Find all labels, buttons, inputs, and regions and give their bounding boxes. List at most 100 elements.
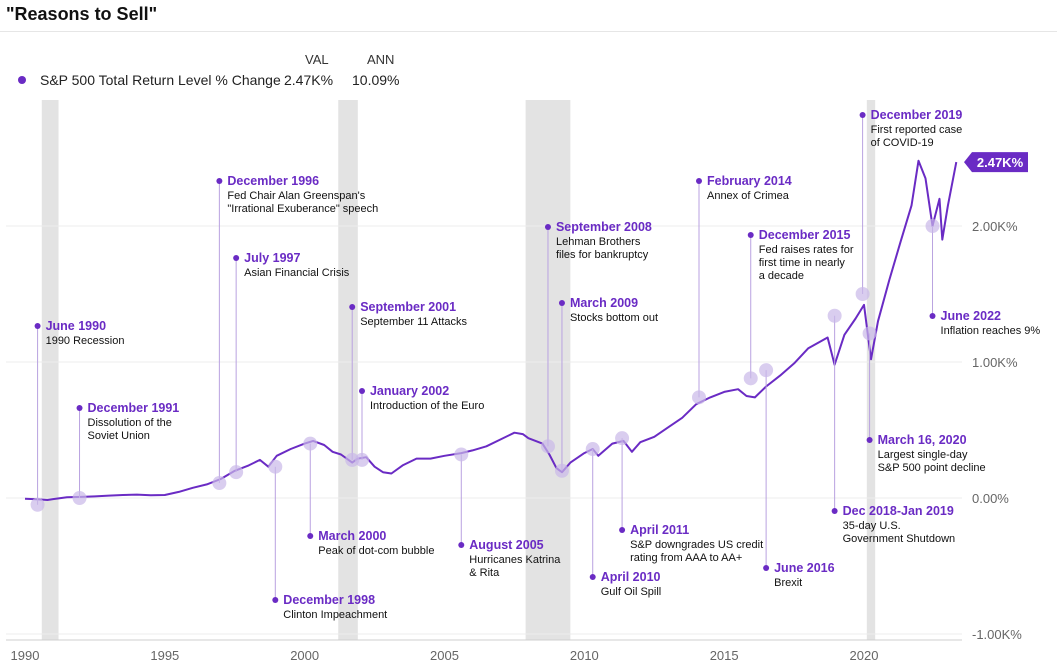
annotation-dot	[76, 405, 83, 411]
annotation-text: Soviet Union	[88, 430, 150, 442]
annotation-text: Peak of dot-com bubble	[318, 545, 434, 557]
annotation-text: Introduction of the Euro	[370, 400, 484, 412]
annotation-dot	[233, 255, 240, 261]
annotation-point	[759, 363, 774, 378]
annotation-text: first time in nearly	[759, 257, 846, 269]
x-tick-label: 1990	[11, 648, 40, 663]
annotation-text: Brexit	[774, 577, 802, 589]
annotation-dot	[216, 178, 223, 184]
annotation-text: 1990 Recession	[46, 335, 125, 347]
legend-val-header: VAL	[305, 52, 329, 67]
annotation-text: Gulf Oil Spill	[601, 586, 662, 598]
annotation-point	[585, 442, 600, 457]
x-tick-label: 1995	[150, 648, 179, 663]
annotation-text: Annex of Crimea	[707, 190, 790, 202]
annotation-dot	[695, 178, 702, 184]
annotation-point	[827, 308, 842, 323]
annotation-title: April 2011	[630, 523, 689, 537]
annotation-title: July 1997	[244, 251, 300, 265]
chart-title: "Reasons to Sell"	[6, 4, 158, 24]
legend-ann-header: ANN	[367, 52, 395, 67]
annotation-dot	[349, 304, 356, 310]
series-line	[24, 159, 958, 501]
annotation-title: September 2001	[360, 300, 456, 314]
annotation-point	[862, 326, 877, 341]
annotation-point	[925, 219, 940, 233]
annotation-title: February 2014	[707, 174, 792, 188]
recession-band	[866, 100, 876, 640]
annotation-text: rating from AAA to AA+	[630, 552, 742, 564]
annotation-point	[30, 497, 45, 512]
annotation-point	[72, 491, 87, 505]
annotation-point	[743, 371, 758, 386]
y-tick-label: 0.00%	[972, 491, 1009, 506]
annotation-text: "Irrational Exuberance" speech	[227, 203, 378, 215]
annotation-dot	[866, 437, 873, 443]
annotation-title: December 1996	[227, 174, 319, 188]
title-divider	[0, 31, 1057, 32]
annotation-dot	[307, 533, 314, 539]
annotation-title: December 2019	[871, 108, 963, 122]
recession-band	[338, 100, 358, 640]
annotation-text: Largest single-day	[878, 449, 968, 461]
annotation-title: January 2002	[370, 384, 449, 398]
annotation-dot	[34, 323, 41, 329]
x-tick-label: 2015	[710, 648, 739, 663]
annotation-title: June 1990	[46, 319, 107, 333]
annotation-text: Inflation reaches 9%	[941, 325, 1041, 337]
annotation-text: S&P 500 point decline	[878, 462, 986, 474]
annotation-title: Dec 2018-Jan 2019	[843, 504, 954, 518]
annotation-dot	[544, 224, 551, 230]
end-value-label: 2.47K%	[977, 155, 1024, 170]
x-tick-label: 2010	[570, 648, 599, 663]
y-tick-label: -1.00K%	[972, 627, 1022, 642]
annotation-dot	[558, 300, 565, 306]
annotation-text: Dissolution of the	[88, 417, 172, 429]
annotation-dot	[859, 112, 866, 118]
legend-val: 2.47K%	[284, 72, 334, 88]
annotation-point	[691, 390, 706, 405]
annotation-title: March 16, 2020	[878, 433, 967, 447]
annotation-point	[345, 452, 360, 467]
legend-entry[interactable]: S&P 500 Total Return Level % Change	[18, 72, 281, 88]
annotation-text: Asian Financial Crisis	[244, 267, 350, 279]
annotation-dot	[619, 527, 626, 533]
annotation-dot	[589, 574, 596, 580]
legend-ann: 10.09%	[352, 72, 400, 88]
recession-band	[41, 100, 59, 640]
annotation-dot	[272, 597, 279, 603]
annotation-point	[855, 287, 870, 301]
annotation-point	[229, 465, 244, 480]
annotation-point	[212, 476, 227, 491]
annotation-dot	[763, 565, 770, 571]
annotation-text: S&P downgrades US credit	[630, 539, 763, 551]
annotation-point	[554, 463, 569, 478]
annotation-text: Government Shutdown	[843, 533, 956, 545]
annotation-text: Fed Chair Alan Greenspan's	[227, 190, 365, 202]
legend-series-dot	[18, 76, 26, 84]
annotation-text: Clinton Impeachment	[283, 609, 387, 621]
annotation-text: files for bankruptcy	[556, 249, 649, 261]
annotation-point	[540, 439, 555, 454]
annotation-title: August 2005	[469, 538, 543, 552]
annotation-point	[303, 436, 318, 451]
annotation-text: Fed raises rates for	[759, 244, 854, 256]
annotation-text: of COVID-19	[871, 137, 934, 149]
annotation-point	[454, 447, 469, 462]
annotation-point	[354, 452, 369, 467]
y-tick-label: 2.00K%	[972, 219, 1018, 234]
annotation-title: April 2010	[601, 570, 661, 584]
annotation-title: September 2008	[556, 220, 652, 234]
annotation-title: December 1991	[88, 401, 180, 415]
legend-series-name: S&P 500 Total Return Level % Change	[40, 72, 281, 88]
annotation-text: Lehman Brothers	[556, 236, 641, 248]
annotation-title: March 2000	[318, 529, 386, 543]
annotation-text: 35-day U.S.	[843, 520, 901, 532]
annotation-text: September 11 Attacks	[360, 316, 467, 328]
annotation-title: June 2016	[774, 561, 835, 575]
annotation-dot	[929, 313, 936, 319]
annotation-point	[615, 431, 630, 446]
annotation-dot	[831, 508, 838, 514]
annotation-title: June 2022	[941, 309, 1002, 323]
